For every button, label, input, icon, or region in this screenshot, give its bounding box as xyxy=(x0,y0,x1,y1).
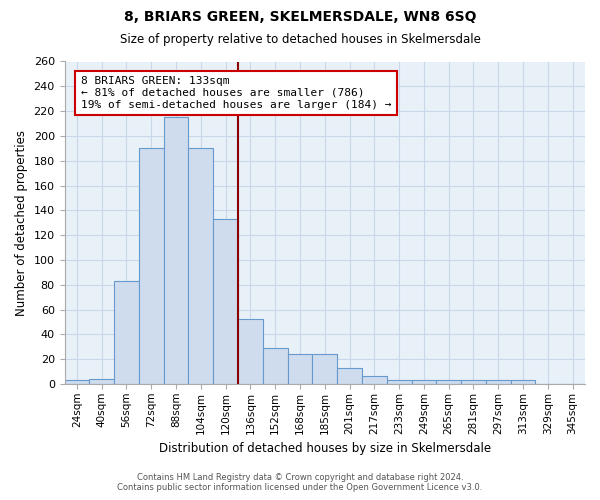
Bar xyxy=(486,380,511,384)
Bar xyxy=(65,380,89,384)
Text: Size of property relative to detached houses in Skelmersdale: Size of property relative to detached ho… xyxy=(119,32,481,46)
Text: 8, BRIARS GREEN, SKELMERSDALE, WN8 6SQ: 8, BRIARS GREEN, SKELMERSDALE, WN8 6SQ xyxy=(124,10,476,24)
Bar xyxy=(313,354,337,384)
Y-axis label: Number of detached properties: Number of detached properties xyxy=(15,130,28,316)
Bar xyxy=(263,348,287,384)
Bar xyxy=(337,368,362,384)
Bar xyxy=(412,380,436,384)
Bar xyxy=(238,320,263,384)
Bar xyxy=(213,219,238,384)
Text: Contains HM Land Registry data © Crown copyright and database right 2024.
Contai: Contains HM Land Registry data © Crown c… xyxy=(118,473,482,492)
Bar xyxy=(89,379,114,384)
Bar xyxy=(461,380,486,384)
Bar xyxy=(511,380,535,384)
X-axis label: Distribution of detached houses by size in Skelmersdale: Distribution of detached houses by size … xyxy=(159,442,491,455)
Bar xyxy=(362,376,387,384)
Text: 8 BRIARS GREEN: 133sqm
← 81% of detached houses are smaller (786)
19% of semi-de: 8 BRIARS GREEN: 133sqm ← 81% of detached… xyxy=(80,76,391,110)
Bar xyxy=(188,148,213,384)
Bar xyxy=(164,118,188,384)
Bar xyxy=(387,380,412,384)
Bar xyxy=(139,148,164,384)
Bar xyxy=(287,354,313,384)
Bar xyxy=(436,380,461,384)
Bar xyxy=(114,281,139,384)
